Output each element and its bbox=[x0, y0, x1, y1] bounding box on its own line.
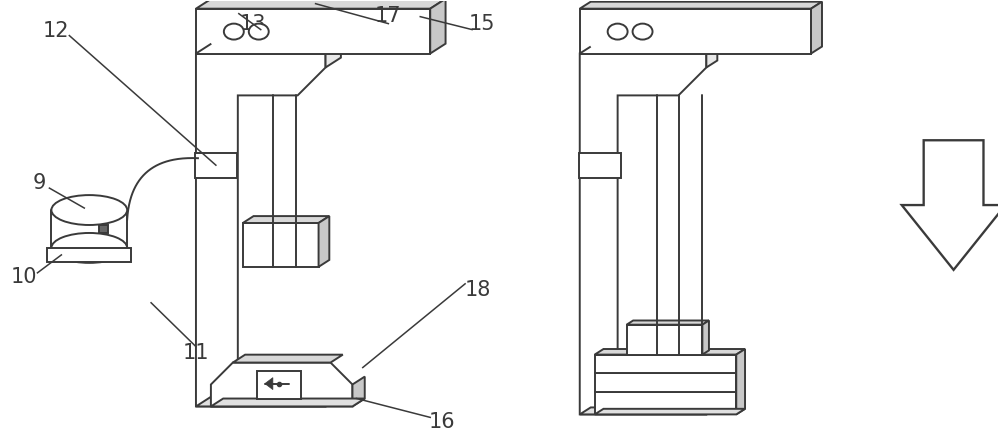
Polygon shape bbox=[811, 2, 822, 53]
Polygon shape bbox=[196, 8, 430, 53]
Bar bbox=[579, 153, 621, 178]
Polygon shape bbox=[595, 372, 736, 392]
Polygon shape bbox=[196, 53, 326, 406]
Text: 11: 11 bbox=[183, 343, 209, 363]
Text: 10: 10 bbox=[10, 267, 37, 287]
Polygon shape bbox=[580, 2, 822, 8]
Polygon shape bbox=[627, 320, 709, 325]
Text: 17: 17 bbox=[375, 6, 402, 26]
Polygon shape bbox=[326, 380, 341, 406]
Polygon shape bbox=[706, 393, 717, 414]
Polygon shape bbox=[595, 349, 745, 355]
Polygon shape bbox=[319, 216, 329, 267]
Text: 15: 15 bbox=[469, 14, 495, 34]
Ellipse shape bbox=[51, 195, 127, 225]
Polygon shape bbox=[196, 0, 446, 8]
Polygon shape bbox=[902, 140, 1000, 270]
Text: 13: 13 bbox=[240, 14, 266, 34]
Polygon shape bbox=[580, 47, 717, 53]
Polygon shape bbox=[706, 47, 717, 68]
Polygon shape bbox=[326, 44, 341, 68]
Polygon shape bbox=[196, 396, 341, 406]
Polygon shape bbox=[580, 8, 811, 53]
Polygon shape bbox=[580, 47, 591, 53]
Bar bbox=[195, 153, 237, 178]
Polygon shape bbox=[580, 53, 706, 414]
Polygon shape bbox=[736, 349, 745, 414]
Polygon shape bbox=[211, 399, 365, 406]
Polygon shape bbox=[580, 408, 717, 414]
Text: 9: 9 bbox=[33, 173, 46, 193]
Polygon shape bbox=[627, 325, 702, 355]
Polygon shape bbox=[595, 392, 736, 414]
Polygon shape bbox=[595, 355, 736, 372]
Polygon shape bbox=[243, 223, 319, 267]
Polygon shape bbox=[243, 216, 329, 223]
Bar bbox=[47, 248, 131, 262]
Polygon shape bbox=[196, 44, 211, 53]
Ellipse shape bbox=[249, 24, 269, 40]
Polygon shape bbox=[595, 409, 745, 414]
Bar bbox=[257, 371, 301, 399]
Text: 18: 18 bbox=[465, 280, 491, 300]
Polygon shape bbox=[196, 44, 341, 53]
Text: 16: 16 bbox=[429, 413, 455, 433]
Polygon shape bbox=[233, 355, 343, 363]
Ellipse shape bbox=[224, 24, 244, 40]
Ellipse shape bbox=[633, 24, 653, 40]
Ellipse shape bbox=[608, 24, 628, 40]
Polygon shape bbox=[702, 320, 709, 355]
Bar bbox=[99, 225, 108, 233]
Polygon shape bbox=[430, 0, 446, 53]
Ellipse shape bbox=[51, 233, 127, 263]
Polygon shape bbox=[352, 376, 365, 406]
Polygon shape bbox=[211, 363, 352, 406]
Text: 12: 12 bbox=[43, 20, 70, 40]
Polygon shape bbox=[265, 378, 273, 389]
